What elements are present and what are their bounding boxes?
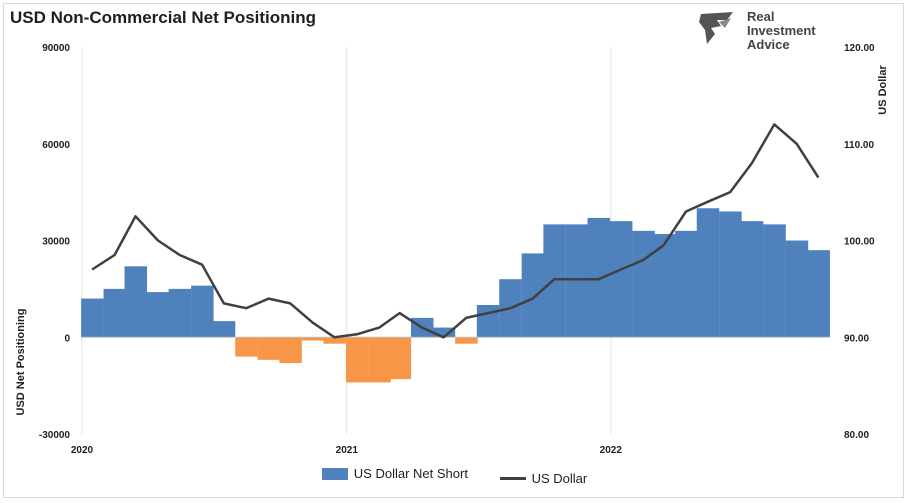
bar-2022-04 [675, 230, 698, 338]
bar-2020-08 [235, 337, 258, 357]
right-axis-ticks: 120.00 110.00 100.00 90.00 80.00 [844, 43, 875, 441]
legend-label-bars: US Dollar Net Short [353, 466, 468, 481]
bar-2020-04 [146, 292, 170, 338]
bar-2021-12 [587, 217, 611, 338]
logo-line-1: Real [747, 9, 775, 24]
bar-2022-10 [807, 250, 830, 338]
bar-2020-06 [191, 285, 214, 338]
right-tick-label: 110.00 [844, 140, 874, 151]
right-tick-label: 100.00 [844, 237, 875, 248]
bar-series [81, 208, 830, 383]
real-investment-advice-logo: Real Investment Advice [697, 8, 837, 52]
bar-2020-10 [279, 337, 302, 364]
bar-2020-03 [124, 266, 148, 338]
right-tick-label: 120.00 [844, 43, 875, 54]
bar-2021-09 [521, 253, 545, 338]
y-axis-label-left: USD Net Positioning [15, 309, 27, 416]
bar-2022-06 [719, 211, 742, 338]
legend-label-line: US Dollar [531, 470, 588, 486]
bar-2022-07 [740, 221, 764, 338]
logo-line-3: Advice [747, 37, 790, 52]
left-tick-label: 0 [64, 333, 70, 344]
chart-frame [3, 3, 904, 498]
bar-2022-09 [785, 240, 809, 338]
legend: US Dollar Net Short US Dollar [0, 466, 909, 486]
bar-2021-11 [565, 224, 589, 338]
legend-swatch-bars [321, 467, 348, 480]
bar-2021-02 [368, 337, 391, 383]
bar-2022-03 [652, 234, 676, 338]
x-tick-label: 2022 [600, 445, 623, 456]
legend-item-line: US Dollar [499, 470, 588, 486]
left-tick-label: -30000 [39, 430, 71, 441]
bar-2020-11 [301, 337, 325, 341]
left-tick-label: 30000 [42, 237, 70, 248]
left-axis-ticks: 90000 60000 30000 0 -30000 [39, 43, 71, 441]
bar-2021-07 [476, 305, 500, 338]
logo-line-2: Investment [747, 23, 816, 38]
bar-2022-01 [609, 221, 633, 338]
bar-2020-01 [81, 298, 104, 338]
bar-2021-03 [388, 337, 412, 380]
legend-swatch-line [499, 476, 526, 480]
us-dollar-line [91, 123, 820, 339]
left-tick-label: 60000 [42, 140, 70, 151]
right-tick-label: 90.00 [844, 333, 869, 344]
bar-2020-05 [168, 288, 192, 338]
left-tick-label: 90000 [42, 43, 70, 54]
bar-2022-05 [696, 208, 720, 338]
bar-2020-09 [257, 337, 281, 360]
bar-2020-02 [103, 288, 127, 338]
x-tick-label: 2020 [71, 445, 94, 456]
legend-item-bars: US Dollar Net Short [321, 466, 468, 481]
bar-2021-01 [345, 337, 369, 383]
bar-2021-06 [455, 337, 478, 344]
bar-2021-05 [432, 327, 456, 338]
x-axis-ticks: 2020 2021 2022 [71, 445, 622, 456]
right-tick-label: 80.00 [844, 430, 869, 441]
x-tick-label: 2021 [336, 445, 359, 456]
bar-2020-12 [323, 337, 346, 344]
bar-2021-10 [543, 224, 566, 338]
chart-title: USD Non-Commercial Net Positioning [10, 8, 317, 27]
bar-2022-02 [632, 230, 655, 338]
eagle-logo-icon [699, 12, 733, 44]
y-axis-label-right: US Dollar [877, 65, 889, 115]
bar-2022-08 [763, 224, 786, 338]
bar-2020-07 [212, 321, 236, 338]
